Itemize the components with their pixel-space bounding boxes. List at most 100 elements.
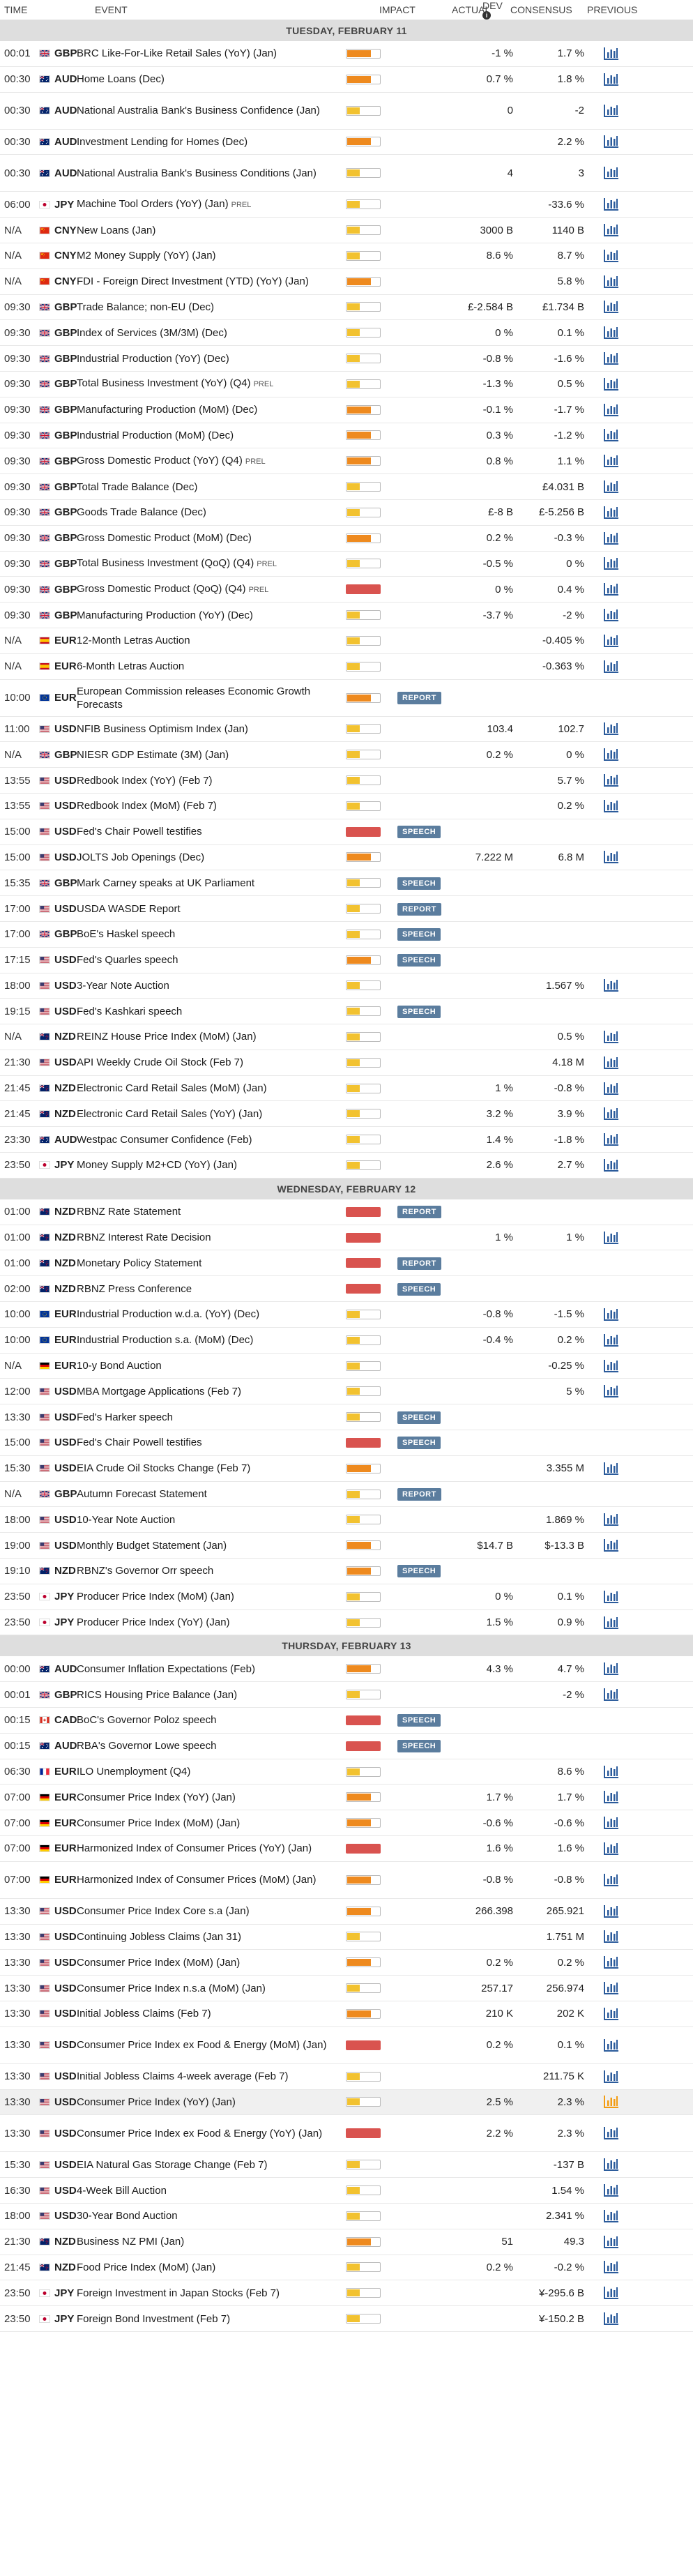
event-row[interactable]: 06:30 EUR ILO Unemployment (Q4) 8.6 % bbox=[0, 1759, 693, 1785]
chart-icon[interactable] bbox=[603, 1384, 620, 1399]
event-row[interactable]: 21:45 NZD Food Price Index (MoM) (Jan) 0.2 … bbox=[0, 2255, 693, 2281]
event-name-text[interactable]: Total Business Investment (QoQ) (Q4) bbox=[77, 556, 254, 569]
event-row[interactable]: 21:30 USD API Weekly Crude Oil Stock (Feb … bbox=[0, 1050, 693, 1076]
event-name[interactable]: API Weekly Crude Oil Stock (Feb 7) bbox=[77, 1056, 346, 1069]
event-name[interactable]: Mark Carney speaks at UK Parliament bbox=[77, 877, 346, 890]
chart-button[interactable] bbox=[594, 1615, 629, 1630]
chart-icon[interactable] bbox=[603, 1589, 620, 1605]
event-name[interactable]: FDI - Foreign Direct Investment (YTD) (Y… bbox=[77, 275, 346, 288]
event-row[interactable]: 21:45 NZD Electronic Card Retail Sales (Mo… bbox=[0, 1076, 693, 1102]
event-name-text[interactable]: Gross Domestic Product (MoM) (Dec) bbox=[77, 532, 252, 545]
event-name[interactable]: Westpac Consumer Confidence (Feb) bbox=[77, 1133, 346, 1146]
chart-button[interactable] bbox=[594, 427, 629, 443]
event-name[interactable]: Initial Jobless Claims (Feb 7) bbox=[77, 2007, 346, 2020]
event-row[interactable]: 13:55 USD Redbook Index (YoY) (Feb 7) 5.7 % bbox=[0, 768, 693, 794]
chart-icon[interactable] bbox=[603, 1029, 620, 1045]
chart-button[interactable] bbox=[594, 1512, 629, 1527]
event-name-text[interactable]: Consumer Price Index ex Food & Energy (Y… bbox=[77, 2127, 323, 2139]
event-name-text[interactable]: Manufacturing Production (MoM) (Dec) bbox=[77, 404, 258, 416]
chart-icon[interactable] bbox=[603, 248, 620, 264]
event-name-text[interactable]: Fed's Kashkari speech bbox=[77, 1005, 183, 1017]
event-row[interactable]: 09:30 GBP Goods Trade Balance (Dec) £-8 B £-… bbox=[0, 500, 693, 526]
chart-icon[interactable] bbox=[603, 479, 620, 494]
report-badge[interactable]: REPORT bbox=[397, 1488, 441, 1501]
chart-icon[interactable] bbox=[603, 351, 620, 366]
event-name-text[interactable]: Fed's Harker speech bbox=[77, 1411, 173, 1423]
chart-icon[interactable] bbox=[603, 633, 620, 649]
chart-icon[interactable] bbox=[603, 1872, 620, 1888]
event-name-text[interactable]: Initial Jobless Claims (Feb 7) bbox=[77, 2008, 211, 2020]
event-row[interactable]: 00:30 AUD National Australia Bank's Busine… bbox=[0, 93, 693, 130]
chart-button[interactable] bbox=[594, 1661, 629, 1676]
event-name[interactable]: Consumer Price Index ex Food & Energy (M… bbox=[77, 2038, 346, 2052]
chart-button[interactable] bbox=[594, 1081, 629, 1096]
event-row[interactable]: 23:50 JPY Foreign Bond Investment (Feb 7) ¥… bbox=[0, 2306, 693, 2332]
event-name[interactable]: Industrial Production (MoM) (Dec) bbox=[77, 429, 346, 442]
event-name-text[interactable]: Gross Domestic Product (QoQ) (Q4) bbox=[77, 582, 246, 595]
event-name-text[interactable]: Consumer Price Index ex Food & Energy (M… bbox=[77, 2039, 327, 2052]
event-row[interactable]: 02:00 NZD RBNZ Press Conference SPEECH bbox=[0, 1276, 693, 1303]
chart-button[interactable] bbox=[594, 2126, 629, 2141]
event-name[interactable]: Monetary Policy Statement bbox=[77, 1257, 346, 1270]
event-row[interactable]: N/A EUR 10-y Bond Auction -0.25 % bbox=[0, 1354, 693, 1379]
event-row[interactable]: 07:00 EUR Consumer Price Index (YoY) (Jan)… bbox=[0, 1785, 693, 1811]
event-row[interactable]: 23:50 JPY Producer Price Index (YoY) (Jan)… bbox=[0, 1610, 693, 1636]
event-name[interactable]: 30-Year Bond Auction bbox=[77, 2209, 346, 2222]
chart-icon[interactable] bbox=[603, 1661, 620, 1676]
event-name-text[interactable]: REINZ House Price Index (MoM) (Jan) bbox=[77, 1031, 257, 1043]
event-name[interactable]: Fed's Chair Powell testifies bbox=[77, 1436, 346, 1449]
event-name[interactable]: Foreign Bond Investment (Feb 7) bbox=[77, 2312, 346, 2326]
event-name[interactable]: Investment Lending for Homes (Dec) bbox=[77, 135, 346, 149]
event-name-text[interactable]: 30-Year Bond Auction bbox=[77, 2210, 178, 2222]
event-name-text[interactable]: RBNZ Interest Rate Decision bbox=[77, 1232, 211, 1244]
chart-button[interactable] bbox=[594, 1358, 629, 1374]
chart-button[interactable] bbox=[594, 2157, 629, 2172]
event-row[interactable]: 23:50 JPY Money Supply M2+CD (YoY) (Jan) 2.… bbox=[0, 1153, 693, 1179]
info-icon[interactable]: i bbox=[482, 11, 491, 20]
speech-badge[interactable]: SPEECH bbox=[397, 1714, 441, 1727]
event-name-text[interactable]: EIA Natural Gas Storage Change (Feb 7) bbox=[77, 2158, 268, 2171]
chart-button[interactable] bbox=[594, 325, 629, 340]
chart-icon[interactable] bbox=[603, 773, 620, 788]
event-row[interactable]: 00:30 AUD Home Loans (Dec) 0.7 % 1.8 % bbox=[0, 67, 693, 93]
event-name[interactable]: Index of Services (3M/3M) (Dec) bbox=[77, 326, 346, 340]
event-name[interactable]: M2 Money Supply (YoY) (Jan) bbox=[77, 249, 346, 262]
chart-button[interactable] bbox=[594, 773, 629, 788]
event-name[interactable]: 12-Month Letras Auction bbox=[77, 634, 346, 647]
event-name-text[interactable]: RBA's Governor Lowe speech bbox=[77, 1740, 217, 1752]
chart-button[interactable] bbox=[594, 721, 629, 736]
event-name[interactable]: RBA's Governor Lowe speech bbox=[77, 1739, 346, 1752]
event-row[interactable]: 15:00 USD Fed's Chair Powell testifies SPEE… bbox=[0, 1430, 693, 1456]
event-row[interactable]: 13:30 USD Consumer Price Index Core s.a (J… bbox=[0, 1899, 693, 1925]
event-row[interactable]: 09:30 GBP Index of Services (3M/3M) (Dec) 0… bbox=[0, 320, 693, 347]
event-name[interactable]: Continuing Jobless Claims (Jan 31) bbox=[77, 1930, 346, 1944]
event-name[interactable]: RICS Housing Price Balance (Jan) bbox=[77, 1688, 346, 1702]
event-row[interactable]: 13:30 USD Fed's Harker speech SPEECH bbox=[0, 1404, 693, 1431]
event-row[interactable]: 09:30 GBP Total Business Investment (YoY) … bbox=[0, 372, 693, 397]
event-name-text[interactable]: Electronic Card Retail Sales (YoY) (Jan) bbox=[77, 1107, 263, 1120]
event-name-text[interactable]: ILO Unemployment (Q4) bbox=[77, 1766, 191, 1778]
event-name[interactable]: Total Business Investment (QoQ) (Q4) PREL bbox=[77, 556, 346, 571]
chart-icon[interactable] bbox=[603, 1358, 620, 1374]
event-name[interactable]: 6-Month Letras Auction bbox=[77, 660, 346, 673]
event-row[interactable]: 13:30 USD Consumer Price Index (MoM) (Jan)… bbox=[0, 1950, 693, 1976]
event-name[interactable]: Business NZ PMI (Jan) bbox=[77, 2235, 346, 2248]
event-row[interactable]: 23:50 JPY Foreign Investment in Japan Stoc… bbox=[0, 2280, 693, 2307]
event-row[interactable]: 10:00 EUR European Commission releases Eco… bbox=[0, 680, 693, 717]
event-name-text[interactable]: Consumer Price Index (MoM) (Jan) bbox=[77, 1956, 241, 1969]
event-name[interactable]: RBNZ Rate Statement bbox=[77, 1205, 346, 1218]
event-name-text[interactable]: Autumn Forecast Statement bbox=[77, 1488, 207, 1501]
chart-icon[interactable] bbox=[603, 1538, 620, 1553]
chart-icon[interactable] bbox=[603, 1815, 620, 1831]
event-name[interactable]: Machine Tool Orders (YoY) (Jan) PREL bbox=[77, 197, 346, 212]
event-row[interactable]: 09:30 GBP Gross Domestic Product (MoM) (De… bbox=[0, 526, 693, 552]
event-row[interactable]: 18:00 USD 30-Year Bond Auction 2.341 % bbox=[0, 2204, 693, 2229]
chart-icon[interactable] bbox=[603, 2094, 620, 2109]
event-name-text[interactable]: Industrial Production w.d.a. (YoY) (Dec) bbox=[77, 1308, 260, 1321]
event-name-text[interactable]: Initial Jobless Claims 4-week average (F… bbox=[77, 2070, 289, 2083]
event-row[interactable]: 00:01 GBP BRC Like-For-Like Retail Sales (… bbox=[0, 41, 693, 67]
chart-button[interactable] bbox=[594, 222, 629, 238]
chart-button[interactable] bbox=[594, 1461, 629, 1476]
event-name[interactable]: Redbook Index (MoM) (Feb 7) bbox=[77, 799, 346, 812]
chart-button[interactable] bbox=[594, 1106, 629, 1121]
